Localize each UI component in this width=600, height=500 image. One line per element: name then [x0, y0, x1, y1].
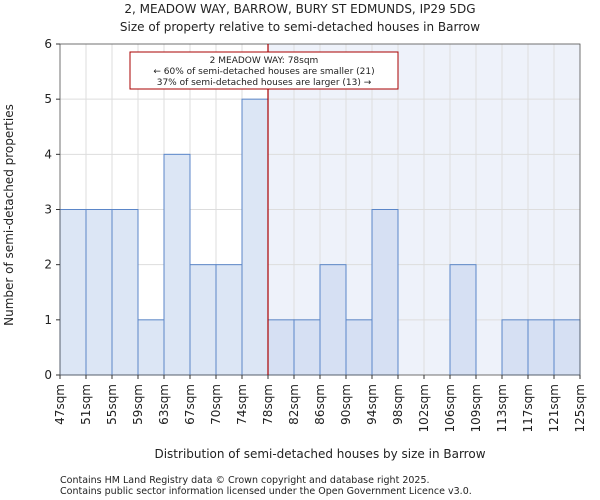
x-tick-label: 109sqm — [469, 384, 483, 432]
y-axis-label: Number of semi-detached properties — [2, 104, 16, 326]
x-tick-label: 102sqm — [417, 384, 431, 432]
y-tick-label: 1 — [44, 313, 52, 327]
x-tick-label: 59sqm — [131, 384, 145, 425]
x-tick-label: 98sqm — [391, 384, 405, 425]
y-tick-label: 0 — [44, 368, 52, 382]
bar — [553, 319, 581, 376]
bar — [59, 209, 87, 376]
bar — [345, 319, 373, 376]
annotation-line-1: 2 MEADOW WAY: 78sqm — [210, 56, 319, 66]
x-tick-label: 74sqm — [235, 384, 249, 425]
y-tick-label: 2 — [44, 258, 52, 272]
bar — [371, 209, 399, 376]
bar — [137, 319, 165, 376]
footer-line-1: Contains HM Land Registry data © Crown c… — [60, 475, 430, 486]
x-tick-label: 78sqm — [261, 384, 275, 425]
bar — [319, 264, 347, 376]
x-tick-label: 86sqm — [313, 384, 327, 425]
x-tick-label: 63sqm — [157, 384, 171, 425]
x-tick-label: 55sqm — [105, 384, 119, 425]
annotation-frame — [129, 51, 399, 90]
chart-subtitle: Size of property relative to semi-detach… — [120, 20, 480, 34]
bar — [189, 264, 217, 376]
bar — [163, 153, 191, 376]
bar — [111, 209, 139, 376]
footer-line-2: Contains public sector information licen… — [60, 486, 472, 497]
chart-title: 2, MEADOW WAY, BARROW, BURY ST EDMUNDS, … — [124, 2, 475, 16]
bar — [527, 319, 555, 376]
x-tick-label: 47sqm — [53, 384, 67, 425]
bar — [85, 209, 113, 376]
bar — [293, 319, 321, 376]
y-tick-label: 4 — [44, 147, 52, 161]
x-tick-label: 82sqm — [287, 384, 301, 425]
bar — [241, 98, 269, 376]
x-tick-label: 113sqm — [495, 384, 509, 432]
x-tick-label: 67sqm — [183, 384, 197, 425]
x-tick-label: 117sqm — [521, 384, 535, 432]
plot-area: 0 1 2 3 4 5 6 47sqm 51sqm 55sqm 59sqm 63sqm 67sqm 70s… — [44, 37, 587, 432]
x-tick-label: 106sqm — [443, 384, 457, 432]
y-tick-label: 3 — [44, 203, 52, 217]
bar — [449, 264, 477, 376]
y-tick-label: 5 — [44, 92, 52, 106]
x-axis-label: Distribution of semi-detached houses by … — [154, 447, 485, 461]
bar — [501, 319, 529, 376]
annotation-line-2: ← 60% of semi-detached houses are smalle… — [153, 67, 374, 77]
annotation-box: 2 MEADOW WAY: 78sqm ← 60% of semi-detach… — [129, 51, 399, 90]
x-tick-label: 90sqm — [339, 384, 353, 425]
x-tick-label: 125sqm — [573, 384, 587, 432]
x-tick-label: 121sqm — [547, 384, 561, 432]
x-tick-label: 70sqm — [209, 384, 223, 425]
y-tick-label: 6 — [44, 37, 52, 51]
x-tick-label: 94sqm — [365, 384, 379, 425]
annotation-line-3: 37% of semi-detached houses are larger (… — [157, 78, 372, 88]
bar — [215, 264, 243, 376]
bar — [267, 319, 295, 376]
x-tick-label: 51sqm — [79, 384, 93, 425]
